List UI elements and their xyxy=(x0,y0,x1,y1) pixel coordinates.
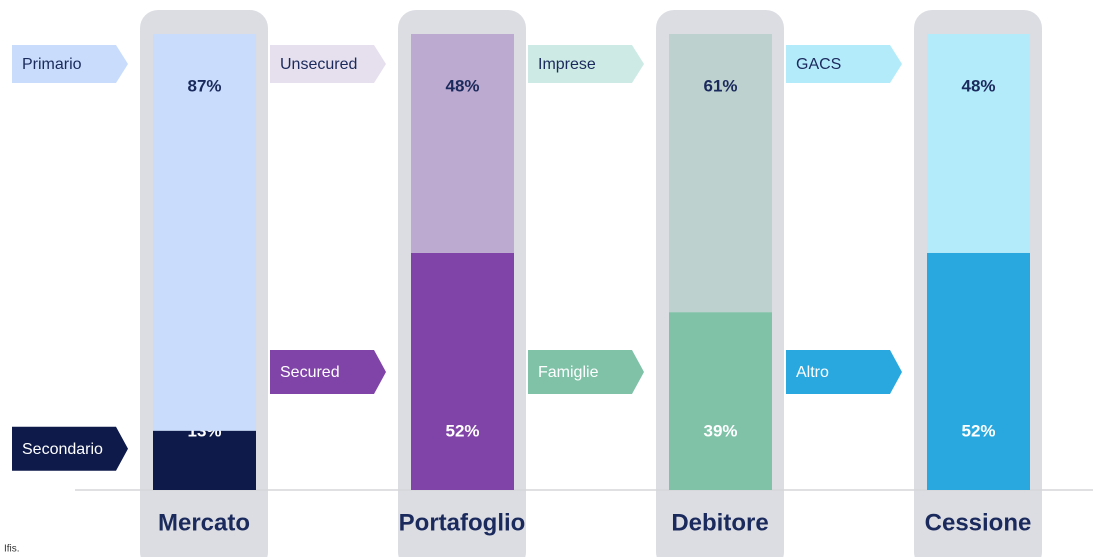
tag-label: Altro xyxy=(796,364,829,381)
x-tick-label: Portafoglio xyxy=(399,509,526,536)
x-tick-label: Debitore xyxy=(671,509,768,536)
bar-segment xyxy=(669,312,772,490)
tag xyxy=(528,45,644,83)
value-label: 52% xyxy=(961,421,995,440)
bar-segment xyxy=(669,34,772,313)
tag-label: Famiglie xyxy=(538,364,599,381)
value-label: 87% xyxy=(187,76,221,95)
tag-label: Secondario xyxy=(22,441,103,458)
source: Ifis. xyxy=(4,544,20,555)
x-tick-label: Cessione xyxy=(925,509,1032,536)
bar-segment xyxy=(411,252,514,490)
value-label: 48% xyxy=(961,76,995,95)
value-label: 61% xyxy=(703,76,737,95)
tag xyxy=(270,350,386,394)
bar-segment xyxy=(927,34,1030,253)
value-label: 48% xyxy=(445,76,479,95)
value-label: 39% xyxy=(703,421,737,440)
tag xyxy=(786,350,902,394)
tag xyxy=(12,45,128,83)
bar-segment xyxy=(153,430,256,490)
bar-segment xyxy=(153,34,256,431)
x-tick-label: Mercato xyxy=(158,509,250,536)
tag xyxy=(786,45,902,83)
tag xyxy=(12,426,128,471)
tag-label: Secured xyxy=(280,364,340,381)
tag-label: Primario xyxy=(22,56,82,73)
tag-label: Imprese xyxy=(538,56,596,73)
bar-segment xyxy=(927,252,1030,490)
tag xyxy=(270,45,386,83)
tag xyxy=(528,350,644,394)
bar-segment xyxy=(411,34,514,253)
tag-label: GACS xyxy=(796,56,841,73)
value-label: 52% xyxy=(445,421,479,440)
tag-label: Unsecured xyxy=(280,56,357,73)
